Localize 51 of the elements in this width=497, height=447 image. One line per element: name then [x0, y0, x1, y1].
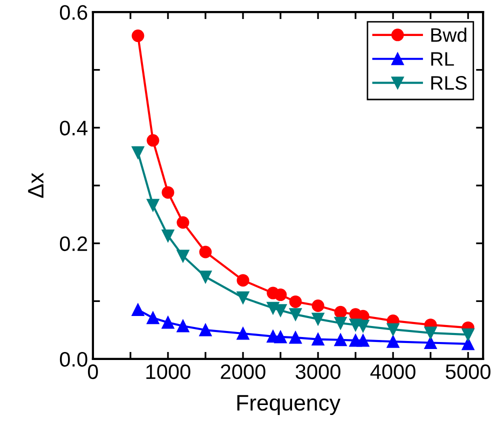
- point: [199, 324, 212, 336]
- point: [176, 216, 190, 229]
- point: [312, 333, 324, 346]
- y-tick-label: 0.0: [60, 352, 88, 367]
- point: [274, 288, 287, 302]
- point: [236, 274, 250, 287]
- x-axis-title: Frequency: [237, 395, 340, 416]
- y-tick-label: 0.4: [60, 120, 88, 136]
- x-tick-label: 4000: [370, 364, 416, 380]
- point: [146, 198, 160, 212]
- point: [334, 306, 347, 318]
- x-tick-label: 1000: [146, 364, 190, 380]
- point: [162, 186, 174, 199]
- point: [462, 338, 474, 350]
- legend-label: Bwd: [431, 28, 466, 42]
- point: [312, 300, 324, 312]
- point: [289, 295, 302, 308]
- point: [132, 304, 144, 316]
- point: [132, 30, 144, 42]
- point: [312, 312, 324, 326]
- point: [199, 246, 212, 258]
- x-tick-label: 3000: [296, 364, 340, 380]
- point: [162, 316, 174, 329]
- x-tick-label: 2000: [220, 364, 266, 380]
- point: [424, 336, 437, 350]
- point: [199, 270, 212, 284]
- point: [146, 312, 160, 324]
- point: [162, 230, 174, 242]
- x-tick-label: 0: [88, 364, 98, 380]
- point: [334, 334, 347, 346]
- point: [334, 316, 347, 330]
- y-axis-title: Δx: [28, 172, 44, 198]
- point: [132, 146, 144, 159]
- point: [176, 320, 190, 332]
- point: [462, 328, 474, 341]
- point: [386, 323, 400, 336]
- legend-label: RL: [431, 52, 454, 66]
- point: [386, 335, 400, 348]
- point: [146, 134, 160, 147]
- point: [236, 327, 250, 340]
- y-tick-label: 0.2: [60, 236, 88, 252]
- legend-label: RLS: [431, 76, 467, 90]
- point: [289, 308, 302, 321]
- point: [289, 331, 302, 344]
- point: [274, 330, 287, 344]
- point: [236, 291, 250, 304]
- x-tick-label: 5000: [446, 364, 490, 380]
- point: [356, 334, 370, 347]
- y-tick-label: 0.6: [60, 5, 88, 20]
- point: [424, 326, 437, 340]
- point: [176, 250, 190, 262]
